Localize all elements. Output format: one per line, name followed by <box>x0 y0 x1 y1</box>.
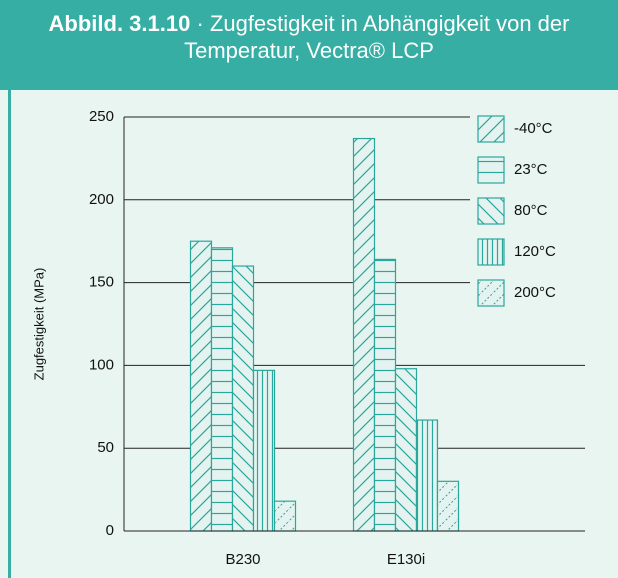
x-tick-label: B230 <box>225 551 260 568</box>
chart-title: · Zugfestigkeit in Abhängigkeit von der … <box>184 11 570 63</box>
bar <box>210 247 234 532</box>
bar <box>415 419 439 532</box>
chart: Zugfestigkeit (MPa) 0 50 100 150 200 250 -40°C… <box>8 90 587 578</box>
legend-label: -40°C <box>514 120 553 137</box>
bar <box>394 368 418 532</box>
bar <box>273 500 297 532</box>
bar <box>436 480 460 532</box>
y-tick-label: 50 <box>97 439 114 456</box>
title-number: Abbild. 3.1.10 <box>48 11 191 36</box>
legend-swatch <box>477 156 505 184</box>
legend-swatch <box>477 115 505 143</box>
legend-label: 120°C <box>514 243 556 260</box>
legend-swatch <box>477 238 505 266</box>
legend-label: 200°C <box>514 284 556 301</box>
x-tick-label: E130i <box>387 551 425 568</box>
legend-swatch <box>477 279 505 307</box>
legend-label: 80°C <box>514 202 548 219</box>
y-tick-label: 250 <box>89 108 114 125</box>
y-tick-label: 0 <box>106 522 114 539</box>
y-tick-label: 200 <box>89 191 114 208</box>
bar <box>373 258 397 532</box>
bar <box>352 137 376 532</box>
header: Abbild. 3.1.10 · Zugfestigkeit in Abhäng… <box>0 0 618 90</box>
side-rule <box>8 90 11 578</box>
bar <box>189 240 213 532</box>
bar <box>252 369 276 532</box>
y-tick-label: 100 <box>89 356 114 373</box>
bar <box>231 265 255 532</box>
legend-label: 23°C <box>514 161 548 178</box>
legend-swatch <box>477 197 505 225</box>
y-tick-label: 150 <box>89 274 114 291</box>
y-axis-label: Zugfestigkeit (MPa) <box>31 268 46 381</box>
